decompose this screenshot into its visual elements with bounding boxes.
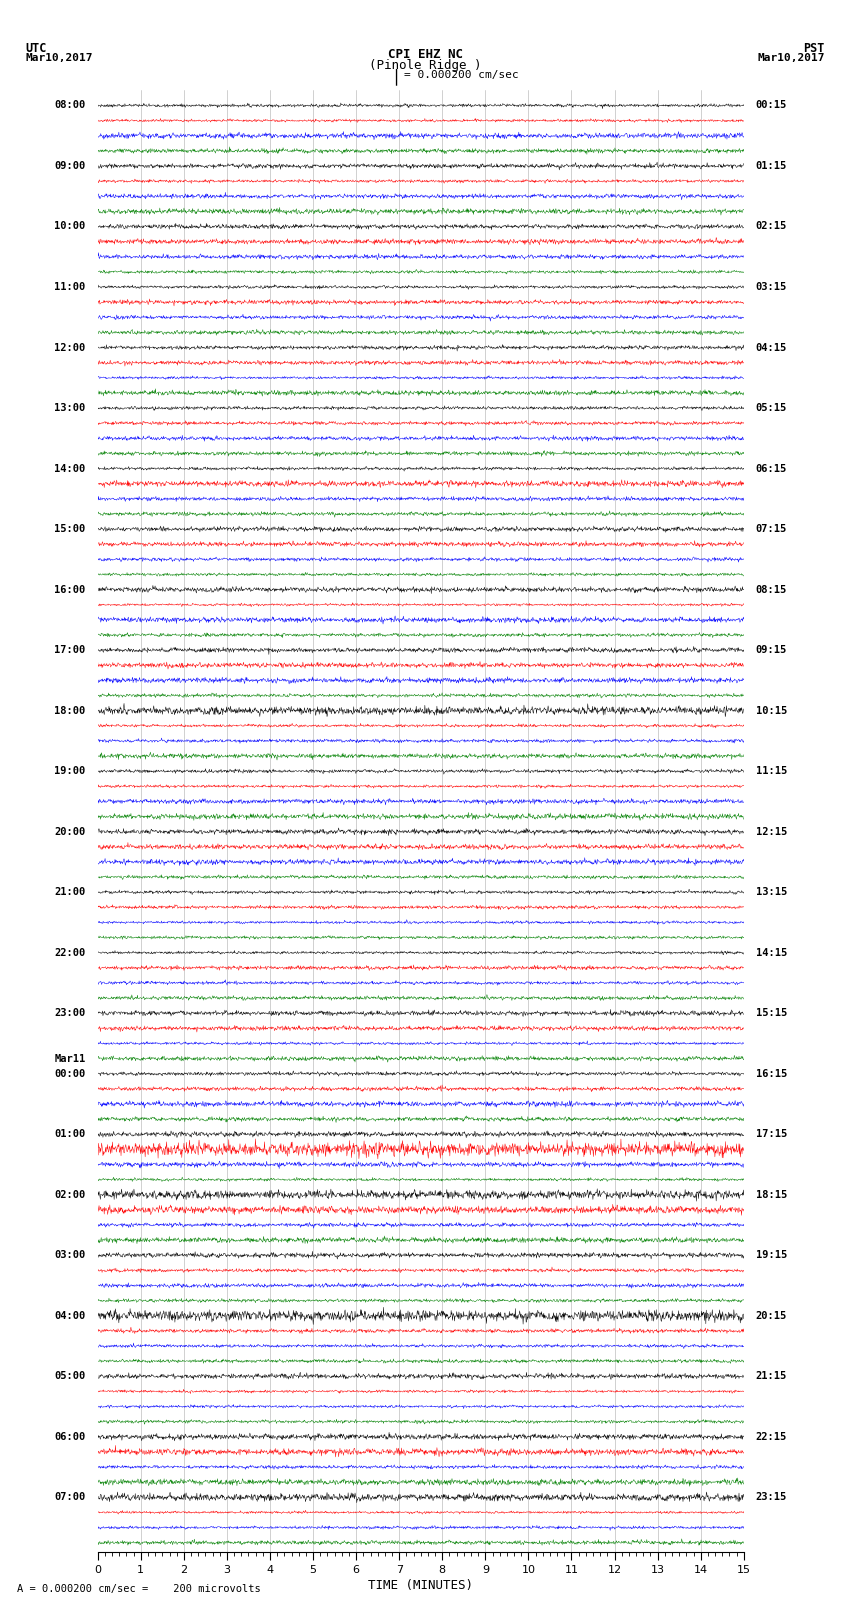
Text: 04:15: 04:15 [756,342,787,353]
Text: (Pinole Ridge ): (Pinole Ridge ) [369,58,481,73]
Text: 09:15: 09:15 [756,645,787,655]
Text: 13:00: 13:00 [54,403,86,413]
Text: 18:15: 18:15 [756,1190,787,1200]
Text: 11:00: 11:00 [54,282,86,292]
Text: 03:15: 03:15 [756,282,787,292]
Text: 23:15: 23:15 [756,1492,787,1502]
Text: 09:00: 09:00 [54,161,86,171]
Text: Mar11: Mar11 [54,1053,86,1063]
X-axis label: TIME (MINUTES): TIME (MINUTES) [368,1579,473,1592]
Text: ⎜: ⎜ [394,69,402,85]
Text: 21:15: 21:15 [756,1371,787,1381]
Text: 00:00: 00:00 [54,1069,86,1079]
Text: 02:00: 02:00 [54,1190,86,1200]
Text: A = 0.000200 cm/sec =    200 microvolts: A = 0.000200 cm/sec = 200 microvolts [17,1584,261,1594]
Text: 12:15: 12:15 [756,826,787,837]
Text: 08:00: 08:00 [54,100,86,110]
Text: CPI EHZ NC: CPI EHZ NC [388,47,462,61]
Text: 00:15: 00:15 [756,100,787,110]
Text: 06:00: 06:00 [54,1432,86,1442]
Text: 20:00: 20:00 [54,826,86,837]
Text: 12:00: 12:00 [54,342,86,353]
Text: 22:00: 22:00 [54,947,86,958]
Text: 10:15: 10:15 [756,705,787,716]
Text: 05:00: 05:00 [54,1371,86,1381]
Text: 14:15: 14:15 [756,947,787,958]
Text: 16:15: 16:15 [756,1069,787,1079]
Text: 02:15: 02:15 [756,221,787,232]
Text: PST: PST [803,42,824,55]
Text: 13:15: 13:15 [756,887,787,897]
Text: 03:00: 03:00 [54,1250,86,1260]
Text: 07:15: 07:15 [756,524,787,534]
Text: 05:15: 05:15 [756,403,787,413]
Text: 07:00: 07:00 [54,1492,86,1502]
Text: 04:00: 04:00 [54,1311,86,1321]
Text: 23:00: 23:00 [54,1008,86,1018]
Text: 10:00: 10:00 [54,221,86,232]
Text: 17:15: 17:15 [756,1129,787,1139]
Text: UTC: UTC [26,42,47,55]
Text: 06:15: 06:15 [756,463,787,474]
Text: = 0.000200 cm/sec: = 0.000200 cm/sec [404,71,518,81]
Text: 08:15: 08:15 [756,584,787,595]
Text: 15:00: 15:00 [54,524,86,534]
Text: 01:15: 01:15 [756,161,787,171]
Text: 22:15: 22:15 [756,1432,787,1442]
Text: 20:15: 20:15 [756,1311,787,1321]
Text: 14:00: 14:00 [54,463,86,474]
Text: Mar10,2017: Mar10,2017 [26,53,93,63]
Text: 17:00: 17:00 [54,645,86,655]
Text: 11:15: 11:15 [756,766,787,776]
Text: Mar10,2017: Mar10,2017 [757,53,824,63]
Text: 01:00: 01:00 [54,1129,86,1139]
Text: 19:00: 19:00 [54,766,86,776]
Text: 21:00: 21:00 [54,887,86,897]
Text: 15:15: 15:15 [756,1008,787,1018]
Text: 16:00: 16:00 [54,584,86,595]
Text: 18:00: 18:00 [54,705,86,716]
Text: 19:15: 19:15 [756,1250,787,1260]
